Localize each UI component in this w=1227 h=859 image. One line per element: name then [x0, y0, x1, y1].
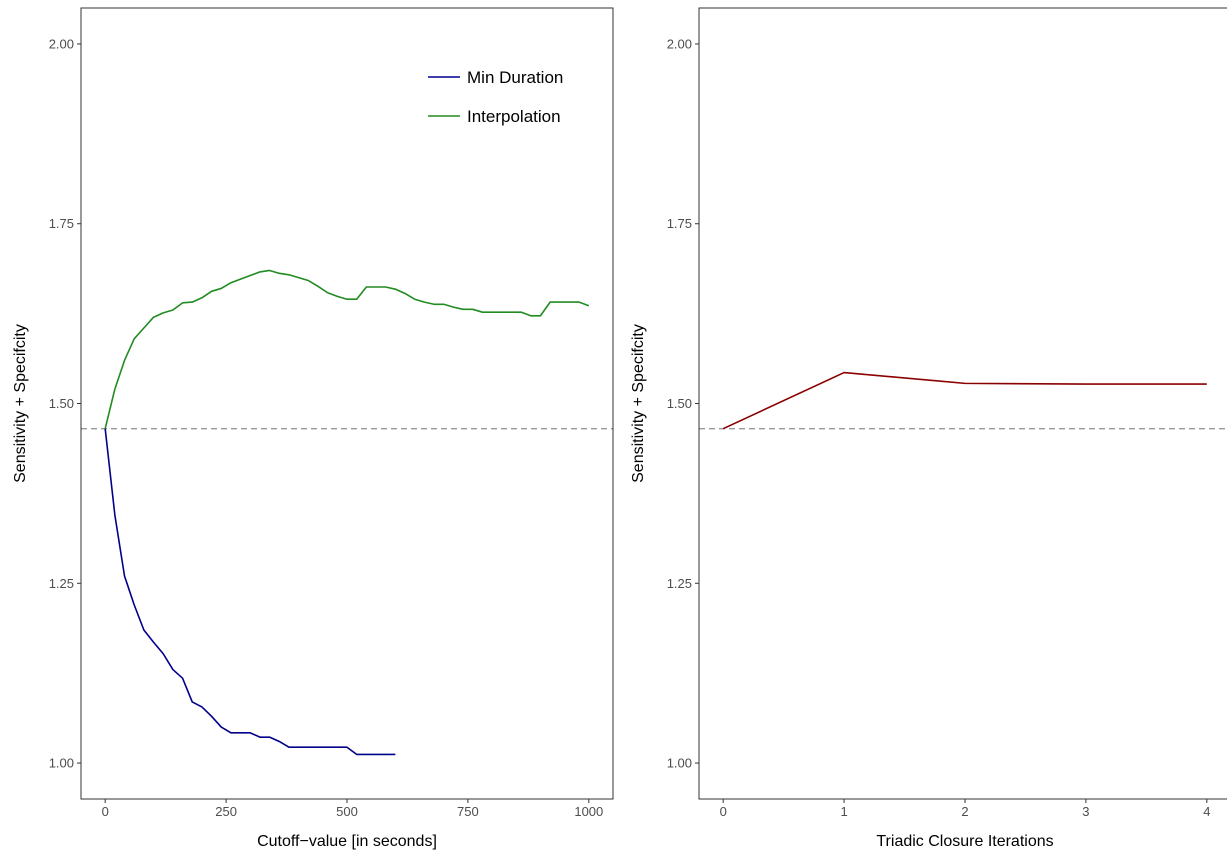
x-tick-label: 3: [1082, 804, 1089, 819]
y-tick-label: 2.00: [49, 36, 74, 51]
x-tick-label: 1000: [574, 804, 603, 819]
y-tick-label: 1.00: [49, 756, 74, 771]
x-tick-label: 2: [961, 804, 968, 819]
panel-border: [80, 7, 614, 800]
x-axis-title: Cutoff−value [in seconds]: [257, 833, 437, 850]
panel-1: 1.00 1.25 1.50 1.75 2.00 0 250 500 750 1000 Cutoff…: [12, 7, 614, 850]
x-tick-label: 0: [720, 804, 727, 819]
y-tick-label: 2.00: [667, 36, 692, 51]
y-tick-label: 1.75: [667, 216, 692, 231]
y-axis-title: Sensitivity + Specifcity: [12, 324, 29, 483]
y-tick-label: 1.50: [667, 396, 692, 411]
x-tick-label: 4: [1203, 804, 1210, 819]
x-tick-label: 500: [336, 804, 358, 819]
x-tick-label: 750: [457, 804, 479, 819]
y-tick-label: 1.25: [49, 576, 74, 591]
y-tick-label: 1.00: [667, 756, 692, 771]
x-tick-label: 1: [840, 804, 847, 819]
y-tick-label: 1.25: [667, 576, 692, 591]
x-tick-label: 250: [215, 804, 237, 819]
series-line-min-duration: [104, 428, 396, 756]
legend-label: Min Duration: [467, 68, 563, 87]
y-tick-label: 1.50: [49, 396, 74, 411]
legend: Min Duration Interpolation: [428, 68, 563, 126]
x-tick-label: 0: [102, 804, 109, 819]
y-axis-title: Sensitivity + Specifcity: [630, 324, 647, 483]
series-line-1: [722, 371, 1207, 430]
panel-2: 1.00 1.25 1.50 1.75 2.00 0 1 2 3 4 Triadic Closure…: [630, 7, 1227, 850]
x-axis-title: Triadic Closure Iterations: [876, 833, 1053, 850]
legend-label: Interpolation: [467, 107, 561, 126]
series-line-interpolation: [104, 269, 590, 429]
y-tick-label: 1.75: [49, 216, 74, 231]
